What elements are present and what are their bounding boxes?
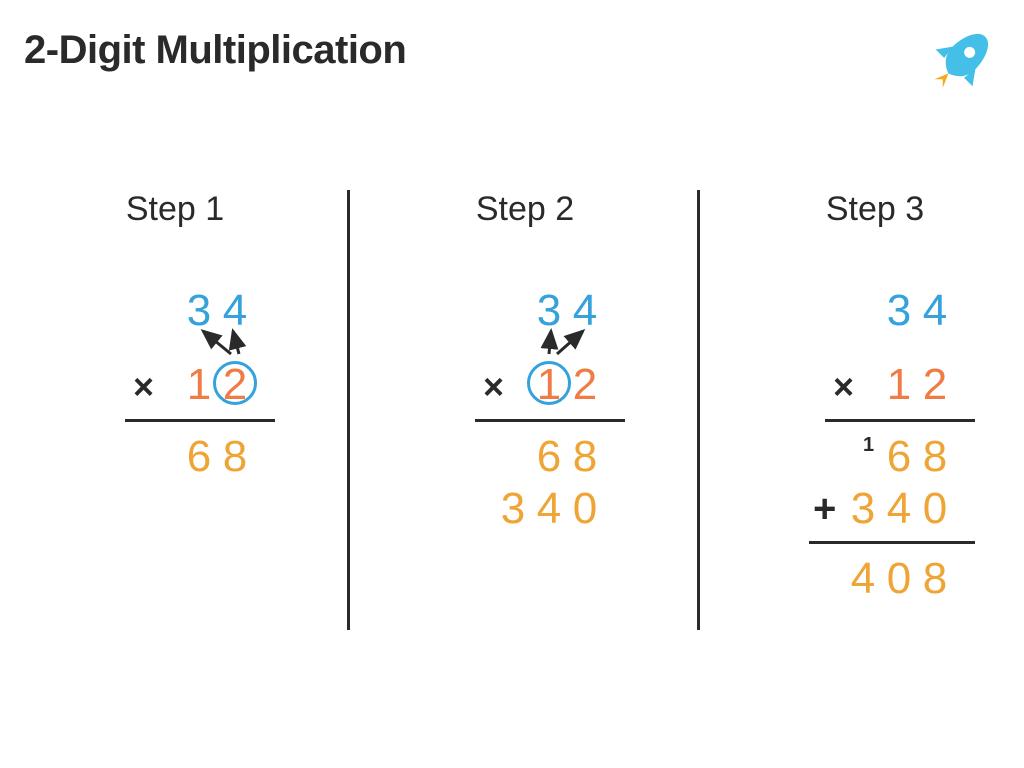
circle-ones — [213, 361, 257, 405]
digit-top-tens: 3 — [533, 289, 565, 333]
res2-d3: 0 — [919, 487, 951, 531]
step-2-title: Step 2 — [350, 190, 700, 229]
rocket-icon — [928, 22, 1000, 94]
res1-d2: 8 — [569, 435, 601, 479]
step-3: Step 3 3 4 × 1 2 1 6 8 + 3 4 0 — [700, 190, 1024, 609]
digit-top-tens: 3 — [883, 289, 915, 333]
res1-d1: 6 — [183, 435, 215, 479]
page-title: 2-Digit Multiplication — [24, 28, 406, 73]
digit-mult-ones: 2 — [919, 363, 951, 407]
hline-2 — [809, 541, 975, 544]
res2-d3: 0 — [569, 487, 601, 531]
step-3-title: Step 3 — [700, 190, 1024, 229]
final-d3: 8 — [919, 557, 951, 601]
step-1-title: Step 1 — [0, 190, 350, 229]
res2-d2: 4 — [883, 487, 915, 531]
final-d1: 4 — [847, 557, 879, 601]
times-sign: × — [833, 369, 854, 405]
step-3-math: 3 4 × 1 2 1 6 8 + 3 4 0 4 — [755, 289, 995, 609]
digit-top-tens: 3 — [183, 289, 215, 333]
step-1: Step 1 3 4 × 1 2 6 8 — [0, 190, 350, 609]
hline-1 — [475, 419, 625, 422]
digit-top-ones: 4 — [219, 289, 251, 333]
res1-d1: 6 — [883, 435, 915, 479]
digit-mult-ones: 2 — [569, 363, 601, 407]
hline-1 — [125, 419, 275, 422]
digit-mult-tens: 1 — [183, 363, 215, 407]
res2-d1: 3 — [847, 487, 879, 531]
hline-1 — [825, 419, 975, 422]
res1-d1: 6 — [533, 435, 565, 479]
digit-top-ones: 4 — [919, 289, 951, 333]
steps-container: Step 1 3 4 × 1 2 6 8 — [0, 190, 1024, 609]
plus-sign: + — [813, 489, 836, 529]
final-d2: 0 — [883, 557, 915, 601]
step-1-math: 3 4 × 1 2 6 8 — [55, 289, 295, 487]
circle-tens — [527, 361, 571, 405]
digit-top-ones: 4 — [569, 289, 601, 333]
digit-mult-tens: 1 — [883, 363, 915, 407]
carry-1: 1 — [863, 435, 874, 455]
times-sign: × — [133, 369, 154, 405]
res2-d1: 3 — [497, 487, 529, 531]
step-2: Step 2 3 4 × 1 2 6 8 3 — [350, 190, 700, 609]
step-2-math: 3 4 × 1 2 6 8 3 4 0 — [405, 289, 645, 539]
res1-d2: 8 — [219, 435, 251, 479]
times-sign: × — [483, 369, 504, 405]
res2-d2: 4 — [533, 487, 565, 531]
res1-d2: 8 — [919, 435, 951, 479]
